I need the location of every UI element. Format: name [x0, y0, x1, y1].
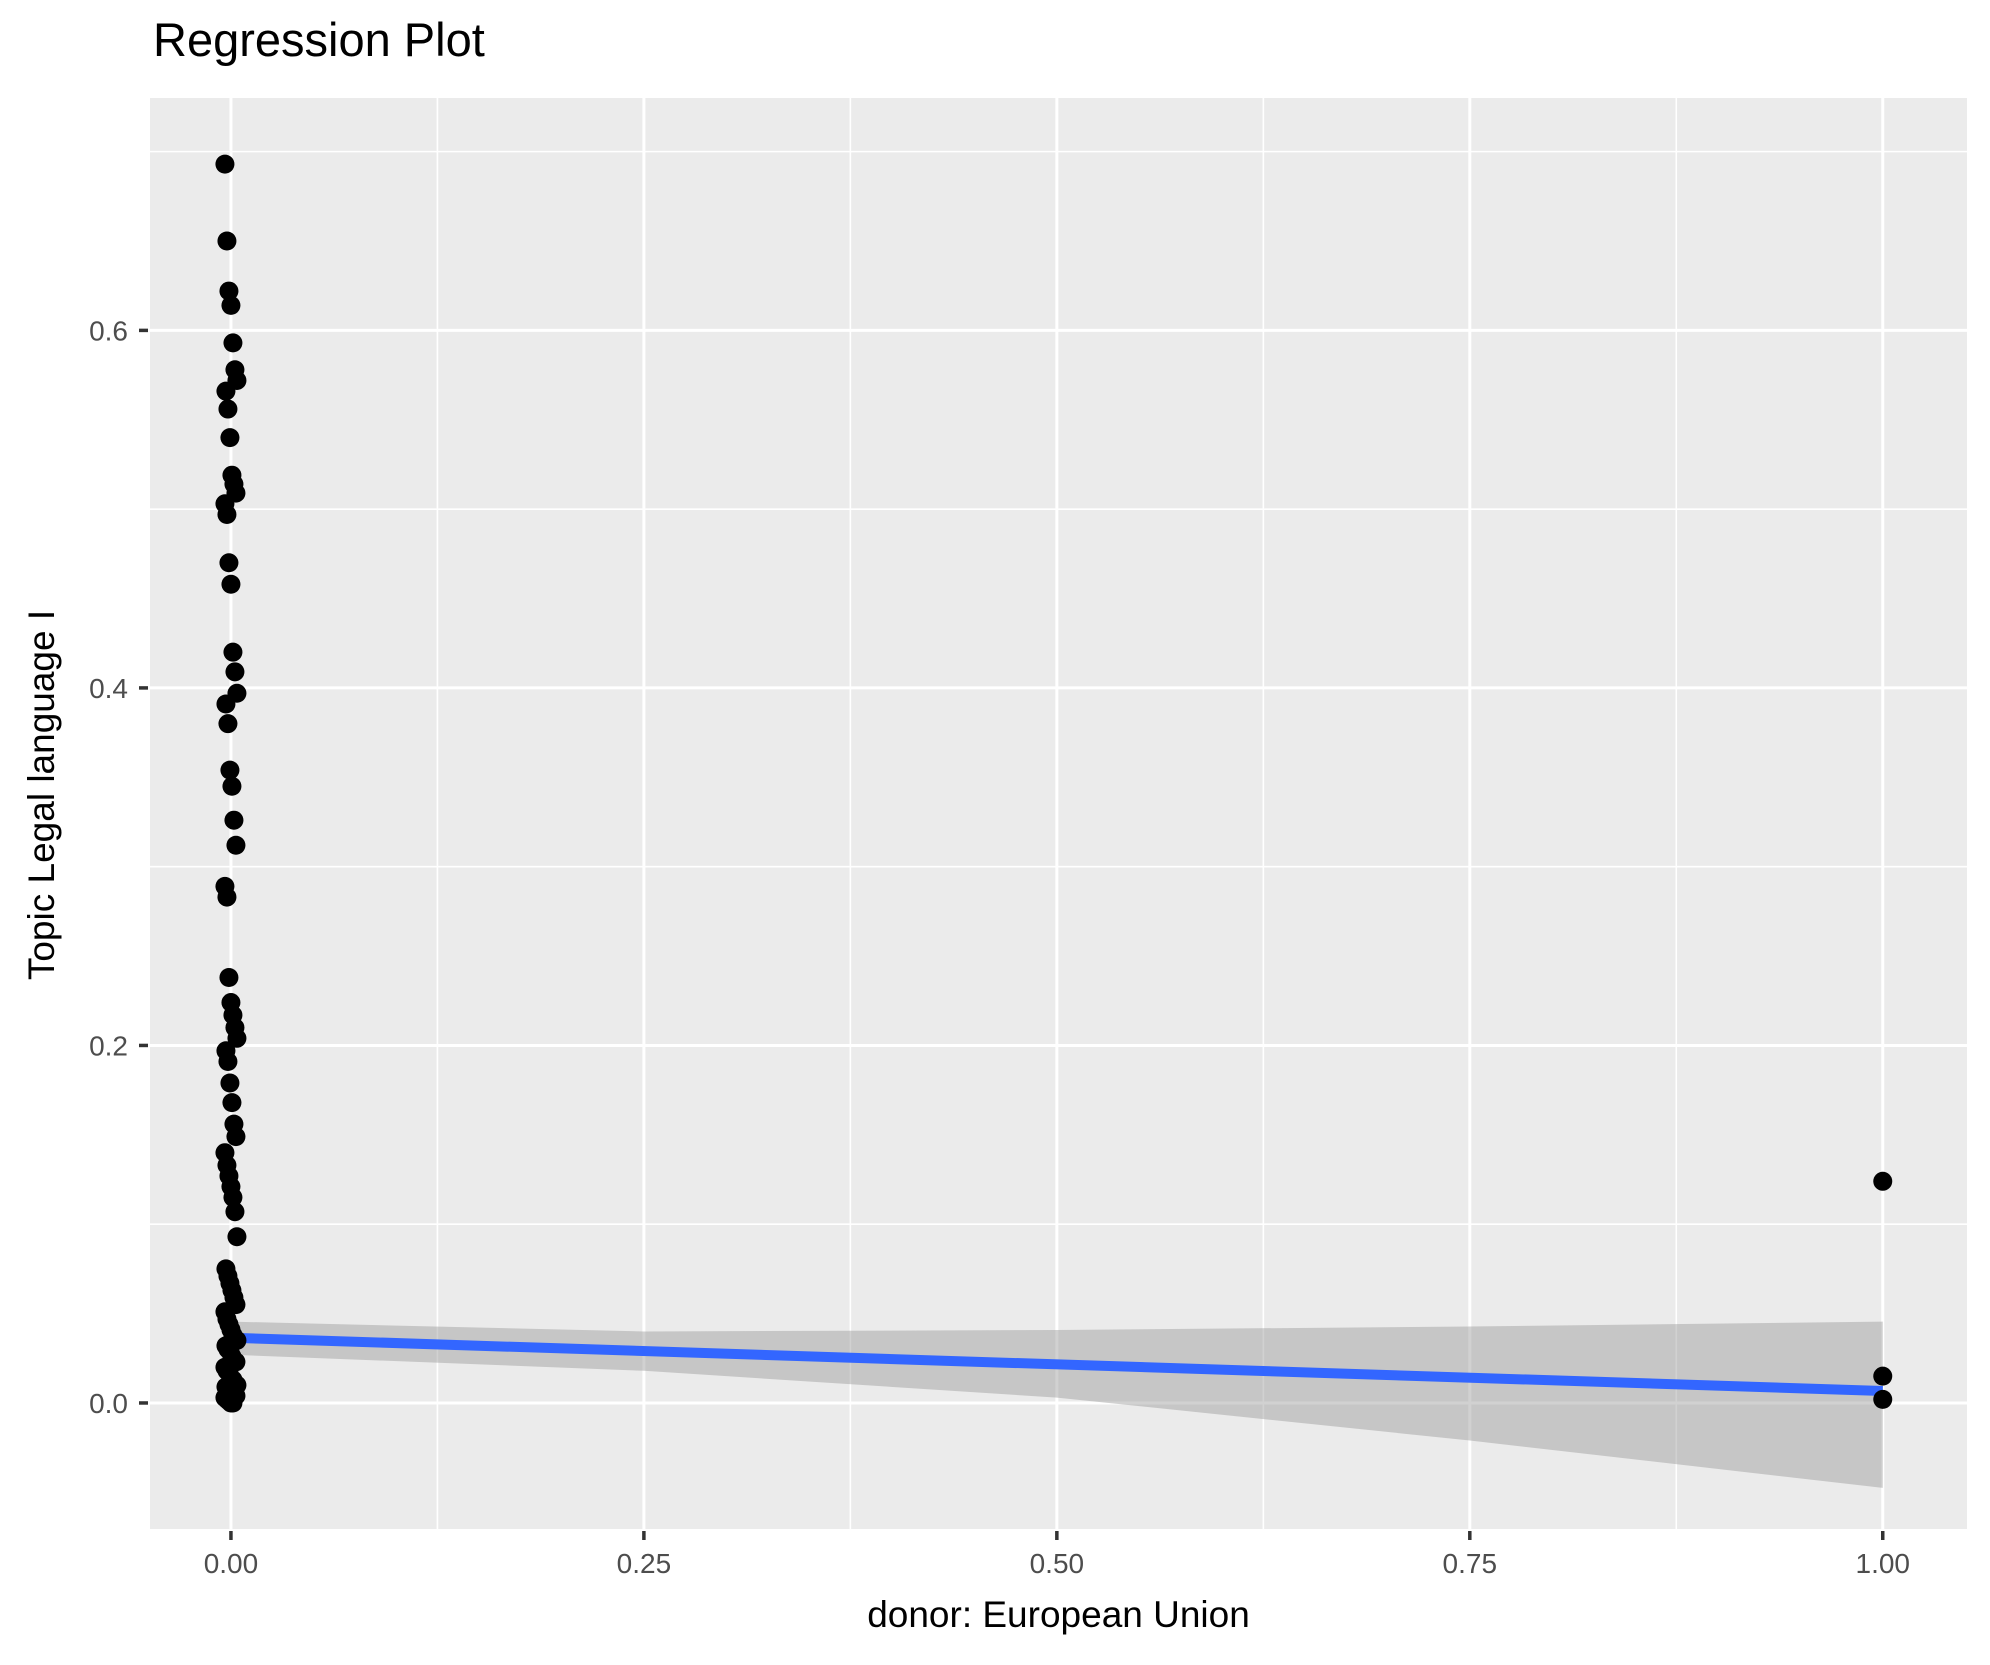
confidence-band — [230, 1321, 1883, 1488]
data-point — [216, 694, 236, 714]
y-tick-label: 0.2 — [89, 1030, 128, 1061]
data-point — [219, 968, 239, 988]
x-tick-label: 0.50 — [1030, 1548, 1085, 1579]
data-point — [221, 295, 241, 315]
data-point — [223, 333, 243, 353]
x-axis-title: donor: European Union — [867, 1594, 1250, 1635]
data-point — [1873, 1366, 1893, 1386]
data-point — [226, 835, 246, 855]
x-tick-label: 0.00 — [204, 1548, 259, 1579]
data-point — [223, 1187, 243, 1207]
data-point — [1873, 1389, 1893, 1409]
x-tick-label: 0.25 — [617, 1548, 672, 1579]
data-point — [227, 1028, 247, 1048]
y-tick-label: 0.0 — [89, 1388, 128, 1419]
x-tick-label: 1.00 — [1856, 1548, 1911, 1579]
data-point — [215, 154, 235, 174]
data-point — [216, 381, 236, 401]
data-point — [220, 1073, 240, 1093]
data-point — [217, 231, 237, 251]
y-tick-label: 0.6 — [89, 315, 128, 346]
plot-title: Regression Plot — [153, 13, 485, 66]
data-point — [223, 642, 243, 662]
data-point — [1873, 1171, 1893, 1191]
x-tick-label: 0.75 — [1443, 1548, 1498, 1579]
data-point — [218, 1052, 238, 1072]
data-point — [219, 553, 239, 573]
data-point — [222, 776, 242, 796]
data-point — [222, 1093, 242, 1113]
data-point — [221, 574, 241, 594]
regression-line — [230, 1332, 1883, 1396]
data-point — [220, 760, 240, 780]
data-point — [224, 810, 244, 830]
data-point — [219, 281, 239, 301]
data-point — [218, 714, 238, 734]
data-point — [225, 1202, 245, 1222]
data-point — [226, 1127, 246, 1147]
data-point — [220, 428, 240, 448]
data-point — [225, 662, 245, 682]
plot-panel — [150, 98, 1967, 1529]
data-point — [223, 1393, 243, 1413]
data-point — [227, 1227, 247, 1247]
data-point — [217, 505, 237, 525]
data-point — [217, 887, 237, 907]
data-point — [218, 399, 238, 419]
y-tick-label: 0.4 — [89, 673, 128, 704]
